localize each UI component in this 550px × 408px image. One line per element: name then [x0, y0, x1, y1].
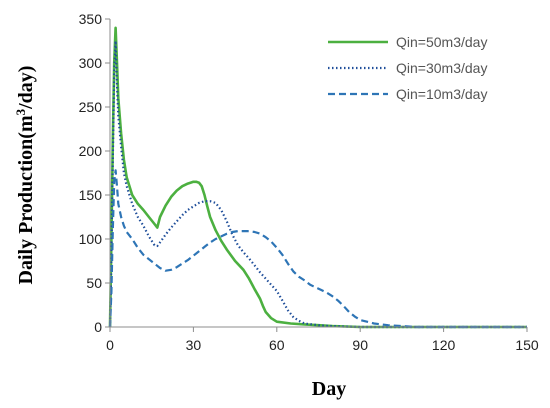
legend-label-1: Qin=50m3/day — [396, 34, 487, 50]
y-tick-label: 150 — [79, 187, 103, 203]
y-tick-label: 200 — [79, 143, 103, 159]
x-tick-label: 60 — [269, 337, 285, 353]
y-axis-title-main: Daily Production(m — [15, 115, 37, 284]
series-line-1 — [108, 26, 527, 329]
x-axis-title: Day — [312, 378, 346, 400]
legend: Qin=50m3/day Qin=30m3/day Qin=10m3/day — [328, 34, 487, 102]
x-tick-label: 150 — [515, 337, 539, 353]
y-tick-label: 350 — [79, 11, 103, 27]
y-tick-label: 0 — [94, 319, 102, 335]
y-axis-title: Daily Production(m3/day) — [13, 66, 37, 285]
y-axis-title-sup: 3 — [13, 108, 28, 115]
plot-marks — [108, 26, 527, 329]
series-line-2 — [108, 39, 527, 329]
axes: 0 50 100 150 200 250 300 350 0 30 60 90 120 150 — [79, 11, 539, 353]
y-axis-title-suffix: /day) — [15, 66, 37, 110]
y-tick-label: 250 — [79, 99, 103, 115]
legend-label-2: Qin=30m3/day — [396, 60, 487, 76]
x-tick-label: 90 — [352, 337, 368, 353]
x-tick-label: 30 — [186, 337, 202, 353]
legend-label-3: Qin=10m3/day — [396, 86, 487, 102]
y-tick-label: 100 — [79, 231, 103, 247]
y-tick-label: 50 — [86, 275, 102, 291]
series-line-3 — [108, 169, 527, 329]
x-tick-label: 120 — [432, 337, 456, 353]
x-tick-label: 0 — [106, 337, 114, 353]
y-tick-label: 300 — [79, 55, 103, 71]
